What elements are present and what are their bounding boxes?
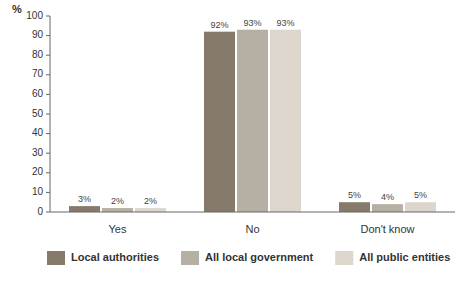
legend: Local authorities All local government All… [47, 251, 450, 265]
y-tick-label: 30 [32, 147, 44, 158]
y-tick-label: 60 [32, 88, 44, 99]
x-tick-label: Yes [109, 223, 127, 235]
y-tick-label: 40 [32, 127, 44, 138]
chart-svg: % 0 10 20 30 40 50 60 70 80 90 100 3% 2% 2% 92% 93% 93% 5%… [0, 0, 467, 284]
legend-label: Local authorities [71, 251, 159, 263]
y-tick-label: 20 [32, 166, 44, 177]
bar [102, 208, 133, 212]
data-label: 93% [276, 18, 294, 28]
bar [270, 30, 301, 212]
y-tick [46, 172, 50, 173]
data-label: 3% [78, 194, 91, 204]
bar [69, 206, 100, 212]
chart-container: % 0 10 20 30 40 50 60 70 80 90 100 3% 2% 2% 92% 93% 93% 5%… [0, 0, 467, 284]
y-axis [50, 16, 51, 212]
bar [204, 32, 235, 212]
legend-swatch [335, 251, 353, 265]
y-tick-label: 100 [26, 10, 43, 21]
y-tick-label: 0 [37, 206, 43, 217]
data-labels: 3% 2% 2% 92% 93% 93% 5% 4% 5% [78, 18, 427, 206]
y-tick [46, 35, 50, 36]
data-label: 93% [243, 18, 261, 28]
data-label: 5% [348, 190, 361, 200]
x-tick-label: Don't know [360, 223, 414, 235]
y-tick-label: 10 [32, 186, 44, 197]
y-tick-label: 70 [32, 68, 44, 79]
y-tick [46, 212, 50, 213]
legend-label: All public entities [359, 251, 450, 263]
y-tick [46, 74, 50, 75]
y-tick [46, 16, 50, 17]
bar [135, 208, 166, 212]
y-tick [46, 192, 50, 193]
bar [372, 204, 403, 212]
y-tick [46, 153, 50, 154]
data-label: 5% [414, 190, 427, 200]
data-label: 92% [210, 20, 228, 30]
legend-swatch [181, 251, 199, 265]
legend-swatch [47, 251, 65, 265]
bar [405, 202, 436, 212]
legend-label: All local government [205, 251, 314, 263]
y-tick [46, 94, 50, 95]
y-tick-label: 50 [32, 108, 44, 119]
y-tick-label: 80 [32, 49, 44, 60]
data-label: 2% [111, 196, 124, 206]
data-label: 4% [381, 192, 394, 202]
x-tick-label: No [245, 223, 259, 235]
y-tick [46, 114, 50, 115]
bar [237, 30, 268, 212]
bar [339, 202, 370, 212]
y-tick-label: 90 [32, 29, 44, 40]
x-axis [50, 212, 455, 213]
data-label: 2% [144, 196, 157, 206]
y-axis-label: % [12, 3, 22, 15]
y-tick [46, 55, 50, 56]
bars [69, 30, 436, 212]
y-tick [46, 133, 50, 134]
